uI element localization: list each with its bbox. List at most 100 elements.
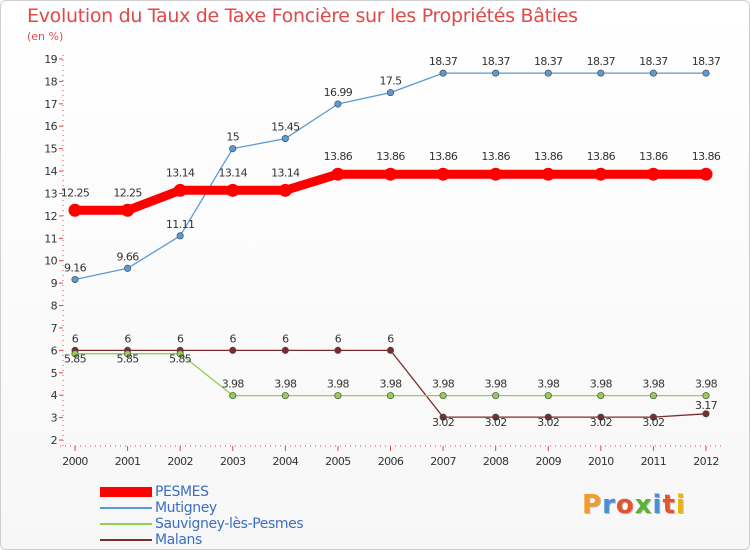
data-label-pesmes: 13.86 (324, 150, 353, 163)
data-point-sauvigney-les-pesmes (702, 392, 710, 400)
data-point-sauvigney-les-pesmes (597, 392, 605, 400)
y-tick-label: 3 (51, 412, 58, 425)
logo-letter: i (675, 490, 686, 520)
data-label-mutigney: 18.37 (587, 55, 616, 68)
data-label-sauvigney-les-pesmes: 3.98 (327, 378, 350, 391)
data-label-malans: 3.02 (642, 416, 664, 429)
legend-item-sauvigney: Sauvigney-lès-Pesmes (100, 516, 360, 532)
x-tick-label: 2007 (430, 455, 456, 468)
data-point-pesmes (331, 167, 345, 181)
y-tick-label: 9 (51, 277, 58, 290)
y-tick-label: 6 (51, 344, 58, 357)
data-point-mutigney (71, 275, 79, 284)
logo-letter: r (602, 490, 616, 520)
logo-letter: P (582, 490, 603, 520)
data-label-malans: 6 (230, 332, 237, 345)
data-point-mutigney (281, 135, 289, 143)
data-label-pesmes: 13.86 (639, 150, 668, 163)
logo-letter: o (615, 490, 635, 520)
y-tick-label: 18 (44, 75, 57, 88)
data-label-sauvigney-les-pesmes: 3.98 (274, 378, 297, 391)
data-label-malans: 6 (177, 332, 184, 345)
y-tick-label: 8 (51, 300, 58, 313)
data-point-sauvigney-les-pesmes (492, 392, 500, 400)
data-point-pesmes (594, 167, 608, 181)
data-point-pesmes (489, 167, 503, 181)
data-label-mutigney: 11.11 (166, 218, 195, 231)
data-label-pesmes: 13.86 (534, 150, 563, 163)
y-tick-label: 5 (51, 367, 58, 380)
data-point-mutigney (439, 69, 447, 77)
data-point-mutigney (649, 69, 657, 77)
x-tick-label: 2002 (167, 455, 193, 468)
data-label-mutigney: 16.99 (324, 86, 353, 99)
data-label-sauvigney-les-pesmes: 5.85 (117, 353, 140, 366)
data-point-sauvigney-les-pesmes (544, 392, 552, 400)
data-label-pesmes: 13.86 (481, 150, 510, 163)
data-point-malans (702, 410, 710, 418)
data-label-mutigney: 18.37 (481, 55, 510, 68)
data-point-pesmes (173, 183, 187, 197)
data-point-sauvigney-les-pesmes (386, 392, 395, 400)
y-tick-label: 10 (44, 255, 57, 268)
y-tick-label: 13 (44, 187, 57, 200)
series-layer (68, 69, 713, 421)
data-label-pesmes: 13.86 (587, 150, 616, 163)
data-point-pesmes (226, 183, 240, 197)
data-point-sauvigney-les-pesmes (229, 392, 237, 400)
y-tick-label: 4 (51, 389, 58, 402)
data-label-pesmes: 13.86 (376, 150, 405, 163)
data-label-sauvigney-les-pesmes: 3.98 (432, 378, 455, 391)
legend-swatch-malans (100, 539, 152, 541)
x-tick-label: 2012 (693, 455, 719, 468)
y-tick-label: 19 (44, 53, 57, 66)
data-label-malans: 6 (72, 332, 79, 345)
data-label-malans: 3.02 (432, 416, 454, 429)
data-point-sauvigney-les-pesmes (649, 392, 657, 400)
x-tick-label: 2003 (220, 455, 246, 468)
data-label-sauvigney-les-pesmes: 3.98 (485, 378, 508, 391)
y-tick-label: 16 (44, 120, 57, 133)
data-label-sauvigney-les-pesmes: 5.85 (64, 353, 87, 366)
data-label-mutigney: 15.45 (271, 121, 300, 134)
data-point-malans (334, 346, 342, 354)
data-label-sauvigney-les-pesmes: 3.98 (379, 378, 402, 391)
legend-item-mutigney: Mutigney (100, 500, 360, 516)
data-label-mutigney: 18.37 (639, 55, 668, 68)
data-label-sauvigney-les-pesmes: 3.98 (222, 378, 245, 391)
data-point-malans (492, 413, 500, 421)
data-label-pesmes: 12.25 (61, 186, 90, 199)
data-point-mutigney (124, 264, 132, 272)
data-label-mutigney: 18.37 (534, 55, 563, 68)
data-point-malans (649, 413, 657, 421)
x-tick-label: 2010 (588, 455, 614, 468)
data-label-sauvigney-les-pesmes: 3.98 (537, 378, 560, 391)
data-point-sauvigney-les-pesmes (124, 350, 132, 358)
logo-letter: x (634, 490, 653, 520)
data-label-malans: 3.17 (695, 399, 718, 412)
legend-item-pesmes: PESMES (100, 484, 360, 500)
data-label-sauvigney-les-pesmes: 3.98 (590, 378, 613, 391)
data-point-mutigney (702, 69, 710, 77)
data-label-malans: 6 (282, 332, 289, 345)
data-label-mutigney: 18.37 (692, 55, 721, 68)
logo-letter: t (662, 490, 676, 520)
data-label-pesmes: 13.14 (271, 166, 300, 179)
data-point-pesmes (68, 203, 82, 217)
data-point-malans (386, 346, 395, 354)
legend-swatch-pesmes (100, 487, 152, 497)
data-label-sauvigney-les-pesmes: 5.85 (169, 353, 192, 366)
data-label-malans: 3.02 (537, 416, 559, 429)
x-tick-label: 2000 (62, 455, 88, 468)
data-label-mutigney: 17.5 (379, 75, 402, 88)
data-label-pesmes: 13.86 (429, 150, 458, 163)
x-tick-label: 2005 (325, 455, 351, 468)
data-point-mutigney (492, 69, 500, 77)
data-point-sauvigney-les-pesmes (176, 350, 184, 358)
x-tick-label: 2008 (483, 455, 509, 468)
x-tick-label: 2001 (115, 455, 141, 468)
data-label-pesmes: 12.25 (113, 186, 142, 199)
y-tick-label: 15 (44, 143, 57, 156)
proxiti-logo: Proxiti (582, 490, 686, 520)
